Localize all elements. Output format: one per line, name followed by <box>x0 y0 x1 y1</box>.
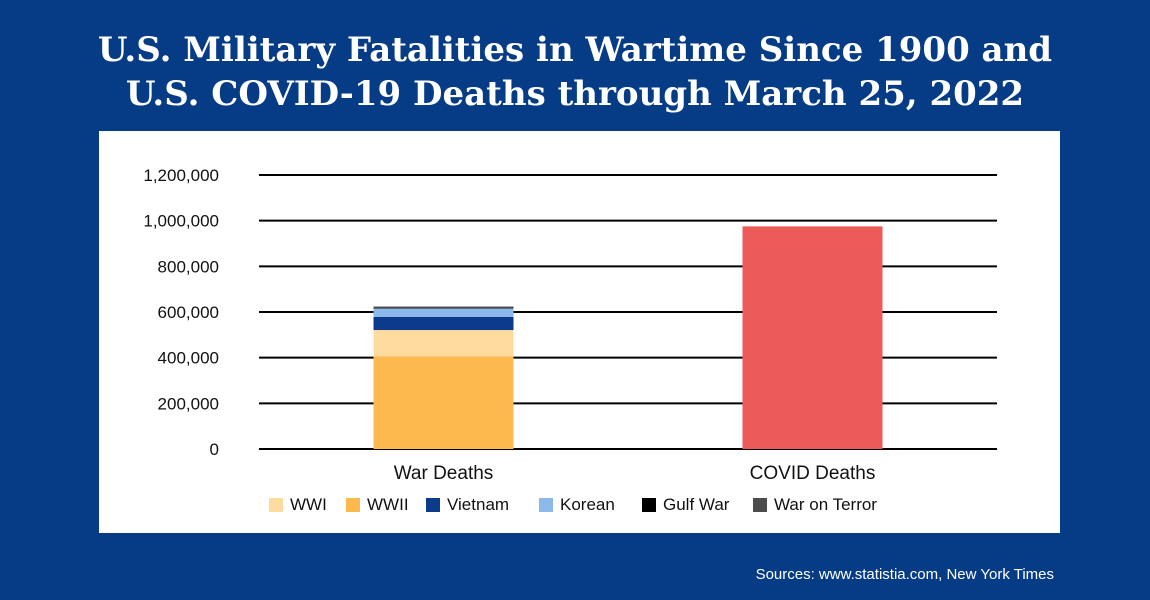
y-tick-label: 200,000 <box>158 394 219 413</box>
chart-svg: 0 200,000 400,000 600,000 800,000 1,000,000 1,… <box>143 166 997 484</box>
legend-label: Korean <box>560 495 615 514</box>
legend-label: WWII <box>367 495 409 514</box>
y-tick-label: 400,000 <box>158 349 219 368</box>
x-category-label: War Deaths <box>394 463 494 484</box>
legend-swatch <box>346 498 360 512</box>
title-line-2: U.S. COVID-19 Deaths through March 25, 2… <box>125 74 1025 114</box>
bar-segment-wwi <box>373 330 514 357</box>
legend-swatch <box>753 498 767 512</box>
legend-item: Korean <box>539 493 615 517</box>
bar-segment-wwii <box>373 356 514 449</box>
title-line-1: U.S. Military Fatalities in Wartime Sinc… <box>97 30 1053 70</box>
y-tick-label: 1,200,000 <box>143 166 219 185</box>
legend-item: War on Terror <box>753 493 877 517</box>
legend-label: War on Terror <box>774 495 877 514</box>
legend-item: Vietnam <box>426 493 509 517</box>
legend-item: WWI <box>269 493 327 517</box>
y-tick-label: 1,000,000 <box>143 212 219 231</box>
bar-segment-vietnam <box>373 316 514 331</box>
legend-label: Gulf War <box>663 495 730 514</box>
legend-swatch <box>539 498 553 512</box>
legend-swatch <box>269 498 283 512</box>
bar-segment-war-on-terror <box>373 306 514 309</box>
legend-item: WWII <box>346 493 409 517</box>
source-note: Sources: www.statistia.com, New York Tim… <box>755 566 1054 583</box>
bar-segment-korean <box>373 308 514 317</box>
legend-label: Vietnam <box>447 495 510 514</box>
legend: WWI WWII Vietnam Korean Gulf War War on Terro… <box>99 493 1060 517</box>
chart-title: U.S. Military Fatalities in Wartime Sinc… <box>0 28 1150 116</box>
legend-swatch <box>642 498 656 512</box>
bar-segment-gulf-war <box>373 308 514 309</box>
legend-label: WWI <box>290 495 327 514</box>
legend-swatch <box>426 498 440 512</box>
x-category-label: COVID Deaths <box>750 463 876 484</box>
y-tick-label: 600,000 <box>158 303 219 322</box>
bar-segment-covid-deaths <box>742 226 883 449</box>
y-tick-label: 800,000 <box>158 257 219 276</box>
chart-panel: 0 200,000 400,000 600,000 800,000 1,000,000 1,… <box>99 131 1060 533</box>
y-tick-label: 0 <box>210 440 219 459</box>
legend-item: Gulf War <box>642 493 729 517</box>
